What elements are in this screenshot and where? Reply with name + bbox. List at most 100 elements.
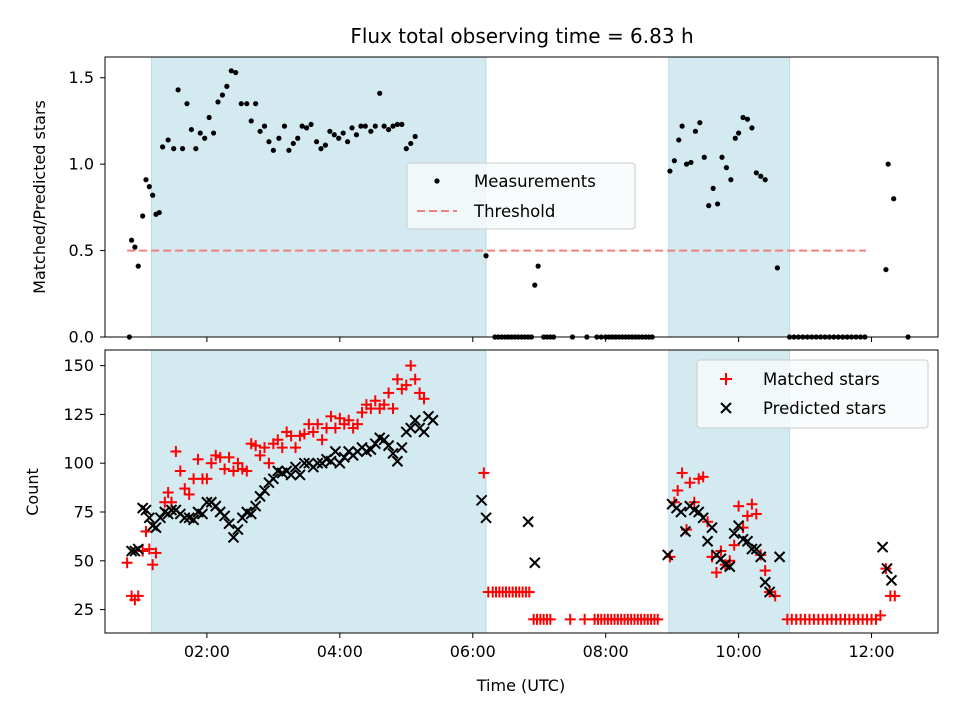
bottom-y-axis-label: Count — [23, 468, 42, 516]
bottom-plot-frame — [104, 349, 939, 634]
count-points — [121, 360, 901, 625]
predicted-star-point — [387, 447, 399, 460]
predicted-star-point — [378, 434, 390, 446]
measurement-point — [308, 121, 314, 128]
matched-star-point — [263, 457, 275, 469]
measurement-point — [322, 142, 329, 148]
measurement-point — [143, 177, 149, 183]
measurement-points — [126, 68, 911, 340]
predicted-star-point — [427, 414, 439, 426]
measurement-point — [276, 135, 282, 141]
measurement-point — [228, 68, 234, 74]
measurement-point — [197, 130, 203, 136]
measurement-point — [710, 185, 716, 191]
predicted-star-point — [529, 557, 541, 569]
predicted-star-point — [218, 510, 231, 522]
predicted-star-point — [755, 551, 767, 563]
measurement-point — [261, 123, 268, 129]
predicted-star-point — [741, 535, 754, 547]
measurement-point — [165, 137, 171, 143]
measurement-point — [483, 253, 489, 259]
predicted-star-point — [679, 525, 692, 538]
measurement-point — [883, 266, 889, 273]
measurement-point — [299, 123, 305, 129]
x-tick-label: 06:00 — [450, 642, 496, 661]
y-tick-label: 25 — [74, 600, 94, 619]
y-tick-label: 150 — [63, 356, 94, 375]
predicted-star-point — [258, 484, 271, 497]
measurement-point — [156, 209, 162, 216]
measurement-point — [281, 123, 288, 129]
predicted-star-point — [391, 455, 404, 467]
predicted-star-point — [236, 512, 249, 524]
predicted-star-point — [763, 586, 776, 598]
y-tick-label: 125 — [63, 405, 94, 424]
measurement-point — [238, 101, 244, 107]
matched-star-point — [183, 488, 195, 500]
predicted-star-point — [885, 574, 898, 587]
measurement-point — [749, 125, 755, 131]
matched-star-point — [170, 445, 182, 457]
predicted-star-point — [728, 527, 740, 540]
predicted-star-point — [165, 504, 178, 516]
matched-star-point — [201, 473, 213, 485]
matched-star-point — [254, 449, 266, 461]
predicted-star-point — [396, 441, 408, 454]
measurement-point — [714, 201, 721, 207]
matched-star-point — [728, 539, 740, 551]
y-tick-label: 75 — [74, 502, 94, 521]
shaded-interval-0 — [151, 350, 487, 633]
predicted-star-point — [715, 553, 727, 565]
matched-star-point — [672, 485, 684, 497]
measurement-point — [667, 168, 673, 174]
legend-measurements-marker — [434, 178, 440, 184]
predicted-star-point — [693, 506, 705, 518]
measurement-point — [313, 139, 320, 145]
matched-star-point — [369, 395, 381, 407]
measurement-point — [535, 263, 541, 269]
x-tick-label: 04:00 — [317, 642, 363, 661]
matched-star-point — [334, 412, 346, 424]
matched-star-point — [352, 418, 364, 430]
predicted-star-point — [143, 512, 156, 524]
predicted-star-point — [125, 545, 138, 557]
measurement-point — [206, 114, 212, 121]
matched-star-point — [741, 510, 753, 522]
matched-star-point — [874, 609, 886, 621]
measurement-point — [295, 135, 301, 141]
predicted-star-point — [140, 504, 152, 516]
predicted-star-point — [732, 519, 745, 532]
measurement-point — [318, 146, 324, 152]
measurement-point — [188, 126, 195, 133]
predicted-star-point — [405, 422, 417, 434]
matched-star-point — [162, 486, 174, 498]
matched-star-point — [405, 360, 417, 372]
matched-star-point — [329, 422, 341, 434]
matched-star-point — [769, 590, 781, 602]
bottom-panel: 25 50 75 100 125 150 02:00 04:00 06:00 08:00 10:0… — [23, 349, 939, 695]
measurement-point — [701, 154, 707, 160]
measurement-point — [723, 165, 730, 171]
measurement-point — [719, 154, 725, 160]
chart-title: Flux total observing time = 6.83 h — [350, 24, 693, 48]
matched-star-point — [316, 434, 328, 446]
matched-star-point — [272, 434, 284, 446]
measurement-point — [244, 101, 250, 107]
matched-star-point — [652, 613, 664, 625]
predicted-star-point — [522, 516, 534, 528]
matched-star-point — [150, 547, 162, 559]
matched-star-point — [227, 465, 239, 477]
measurement-point — [224, 83, 230, 89]
bottom-legend: Matched stars Predicted stars — [696, 359, 929, 429]
measurement-point — [135, 263, 141, 269]
matched-star-point — [259, 442, 271, 454]
predicted-star-point — [750, 543, 763, 555]
measurement-point — [160, 144, 166, 150]
measurement-point — [394, 121, 401, 128]
measurement-point — [257, 128, 263, 134]
matched-star-point — [290, 442, 302, 454]
predicted-star-point — [706, 521, 718, 534]
matched-star-point — [750, 508, 762, 520]
measurement-point — [671, 158, 677, 164]
measurement-point — [132, 244, 138, 250]
